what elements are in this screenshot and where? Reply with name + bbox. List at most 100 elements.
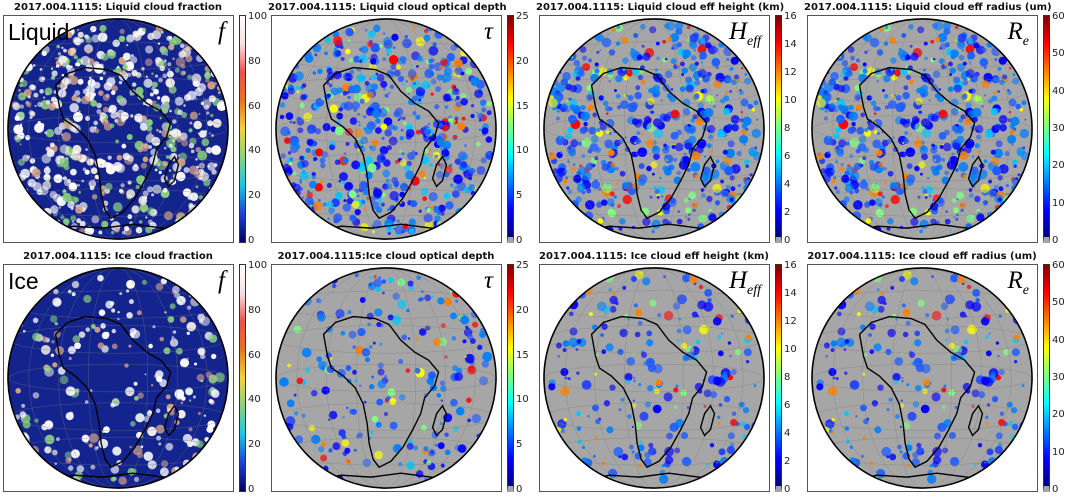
antarctica-coastline — [568, 472, 740, 489]
variable-symbol: f — [218, 18, 225, 46]
colorbar-tick-label: 40 — [248, 145, 261, 157]
colorbar — [775, 264, 782, 492]
colorbar-tick-label: 80 — [248, 304, 261, 316]
symbol-subscript: eff — [747, 34, 761, 49]
colorbar-tick-label: 20 — [248, 439, 261, 451]
colorbar-ticks: 25 20 15 10 5 0 — [516, 12, 538, 246]
colorbar-tick-label: 10 — [784, 95, 797, 106]
globe-map-image: Ice f — [3, 264, 234, 492]
africa-coastline — [590, 66, 708, 220]
colorbar-ticks: 100 80 60 40 20 0 — [248, 11, 270, 246]
colorbar-tick-label: 10 — [516, 145, 529, 157]
variable-symbol: τ — [484, 18, 493, 46]
variable-symbol: Heff — [729, 267, 761, 299]
colorbar-tick-label: 16 — [784, 260, 797, 271]
variable-symbol: Re — [1008, 18, 1030, 50]
colorbar-tick-label: 25 — [516, 260, 529, 271]
panel-ice-eff-height: 2017.004.1115: Ice cloud eff height (km)… — [536, 249, 804, 497]
colorbar-tick-label: 20 — [1052, 409, 1065, 421]
colorbar-tick-label: 0 — [516, 484, 523, 495]
madagascar-coastline — [967, 404, 984, 437]
colorbar-tick-label: 4 — [784, 179, 791, 190]
colorbar-tick-label: 14 — [784, 39, 797, 50]
madagascar-coastline — [431, 404, 448, 437]
colorbar-ticks: 25 20 15 10 5 0 — [516, 260, 538, 495]
antarctica-coastline — [32, 472, 204, 489]
colorbar — [239, 264, 246, 492]
panel-title: 2017.004.1115: Ice cloud fraction — [23, 251, 213, 262]
colorbar-tick-label: 6 — [784, 400, 791, 411]
africa-coastline — [322, 66, 440, 220]
row-label: Ice — [8, 268, 39, 294]
colorbar-tick-label: 0 — [248, 235, 255, 246]
madagascar-coastline — [699, 155, 716, 188]
colorbar-tick-label: 30 — [1052, 372, 1065, 383]
colorbar-tick-label: 100 — [248, 11, 268, 22]
colorbar-tick-label: 30 — [1052, 123, 1065, 134]
panel-title: 2017.004.1115: Liquid cloud optical dept… — [268, 2, 507, 13]
symbol-main: f — [218, 18, 225, 45]
colorbar — [775, 15, 782, 243]
symbol-subscript: e — [1022, 283, 1029, 298]
africa-coastline — [322, 315, 440, 469]
globe-disk — [7, 267, 229, 489]
colorbar-tick-label: 0 — [1052, 484, 1059, 495]
globe-map-image: Heff — [539, 264, 770, 492]
africa-coastline — [54, 66, 172, 220]
madagascar-coastline — [163, 155, 180, 188]
colorbar-tick-label: 8 — [784, 123, 791, 134]
panel-title: 2017.004.1115: Liquid cloud eff radius (… — [804, 2, 1052, 13]
colorbar-tick-label: 60 — [1052, 11, 1065, 22]
variable-symbol: τ — [484, 267, 493, 295]
colorbar-tick-label: 40 — [248, 394, 261, 406]
madagascar-coastline — [431, 155, 448, 188]
colorbar-tick-label: 60 — [248, 100, 261, 112]
antarctica-coastline — [568, 223, 740, 240]
colorbar-tick-label: 15 — [516, 100, 529, 112]
africa-coastline — [858, 315, 976, 469]
colorbar — [507, 264, 514, 492]
madagascar-coastline — [699, 404, 716, 437]
colorbar-tick-label: 15 — [516, 349, 529, 361]
colorbar-tick-label: 80 — [248, 55, 261, 67]
colorbar-tick-label: 12 — [784, 67, 797, 78]
symbol-main: H — [728, 18, 747, 45]
colorbar-ticks: 60 50 40 30 20 10 0 — [1052, 260, 1072, 495]
madagascar-coastline — [967, 155, 984, 188]
colorbar-tick-label: 20 — [516, 304, 529, 316]
panel-ice-fraction: 2017.004.1115: Ice cloud fraction Ice f 100… — [0, 249, 268, 497]
globe-disk — [811, 267, 1033, 489]
colorbar-tick-label: 0 — [1052, 235, 1059, 246]
colorbar-tick-label: 2 — [784, 456, 791, 467]
colorbar-tick-label: 100 — [248, 260, 268, 271]
colorbar — [1043, 15, 1050, 243]
colorbar-tick-label: 12 — [784, 316, 797, 327]
panel-liquid-fraction: 2017.004.1115: Liquid cloud fraction Liqu… — [0, 0, 268, 248]
colorbar-tick-label: 20 — [248, 190, 261, 202]
symbol-main: τ — [484, 18, 493, 45]
panel-liquid-eff-radius: 2017.004.1115: Liquid cloud eff radius (… — [804, 0, 1072, 248]
colorbar-tick-label: 60 — [1052, 260, 1065, 271]
symbol-main: τ — [484, 267, 493, 294]
colorbar-tick-label: 4 — [784, 428, 791, 439]
symbol-main: f — [218, 267, 225, 294]
africa-coastline — [590, 315, 708, 469]
antarctica-coastline — [300, 223, 472, 240]
africa-coastline — [54, 315, 172, 469]
colorbar-ticks: 60 50 40 30 20 10 0 — [1052, 11, 1072, 246]
panel-liquid-optical-depth: 2017.004.1115: Liquid cloud optical dept… — [268, 0, 536, 248]
madagascar-coastline — [163, 404, 180, 437]
globe-map-image: Liquid f — [3, 15, 234, 243]
symbol-subscript: e — [1022, 34, 1029, 49]
antarctica-coastline — [836, 223, 1008, 240]
colorbar-tick-label: 5 — [516, 439, 523, 451]
colorbar-tick-label: 10 — [784, 344, 797, 355]
globe-map-image: Re — [807, 264, 1038, 492]
symbol-main: R — [1007, 267, 1023, 294]
colorbar-tick-label: 10 — [1052, 446, 1065, 458]
colorbar — [1043, 264, 1050, 492]
globe-disk — [543, 267, 765, 489]
colorbar-tick-label: 40 — [1052, 334, 1065, 346]
colorbar-tick-label: 40 — [1052, 85, 1065, 97]
colorbar-tick-label: 50 — [1052, 48, 1065, 60]
